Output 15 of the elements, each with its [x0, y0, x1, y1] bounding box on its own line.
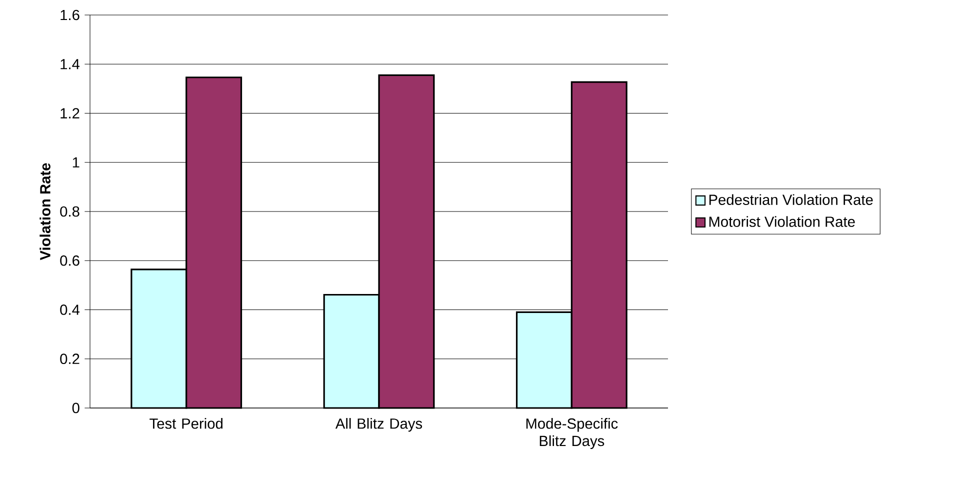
legend-label: Pedestrian Violation Rate [709, 194, 873, 205]
y-axis-title: Violation Rate [40, 163, 50, 260]
y-tick-label: 1.4 [60, 59, 80, 70]
y-tick-label: 1.2 [60, 108, 80, 118]
y-tick-label: 0.8 [60, 206, 80, 217]
y-tick-label: 0.2 [60, 354, 80, 364]
x-tick-label: All Blitz Days [335, 418, 422, 432]
y-tick-label: 1.6 [60, 10, 80, 20]
y-tick-label: 0.4 [60, 304, 80, 315]
y-tick-label: 0.6 [60, 255, 80, 266]
x-tick-label: Mode-Specific Blitz Days [526, 418, 618, 450]
y-tick-label: 0 [72, 402, 80, 414]
x-tick-label: Test Period [150, 418, 222, 429]
legend-label: Motorist Violation Rate [709, 216, 855, 227]
y-tick-label: 1 [72, 157, 80, 168]
